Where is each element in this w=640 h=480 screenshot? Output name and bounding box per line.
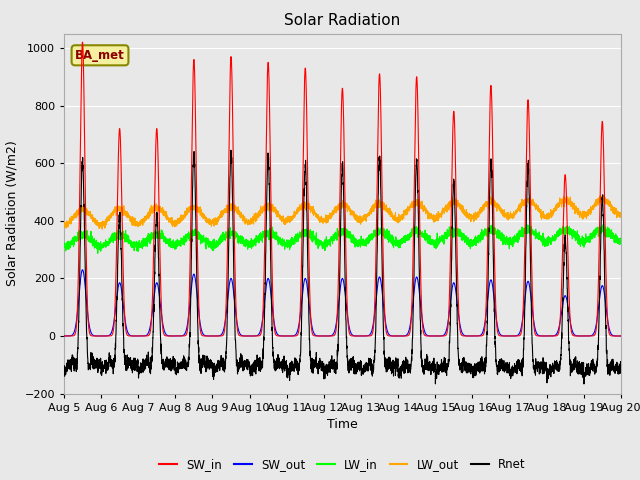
LW_out (499, 207, 507, 213)
LW_in (499, 235, 507, 240)
SW_out (161, 327, 168, 333)
LW_in (617, 239, 625, 244)
Y-axis label: Solar Radiation (W/m2): Solar Radiation (W/m2) (6, 141, 19, 287)
LW_out (616, 214, 624, 220)
LW_out (60, 222, 68, 228)
LW_out (99, 226, 106, 232)
Rnet (436, 367, 444, 373)
SW_in (617, 333, 625, 339)
Rnet (499, 364, 507, 370)
SW_out (436, 333, 444, 339)
SW_in (60, 333, 68, 339)
LW_out (322, 212, 330, 218)
LW_in (94, 251, 102, 256)
SW_in (616, 333, 624, 339)
SW_out (617, 333, 625, 339)
SW_out (322, 333, 330, 339)
LW_in (436, 239, 444, 245)
LW_in (467, 239, 475, 244)
LW_in (600, 221, 607, 227)
Rnet (160, 363, 168, 369)
Legend: SW_in, SW_out, LW_in, LW_out, Rnet: SW_in, SW_out, LW_in, LW_out, Rnet (154, 454, 531, 476)
LW_in (161, 236, 168, 242)
Rnet (580, 381, 588, 387)
Line: Rnet: Rnet (64, 150, 621, 384)
SW_out (543, 333, 550, 339)
LW_out (161, 212, 168, 218)
Rnet (467, 364, 475, 370)
SW_out (499, 333, 507, 339)
SW_in (436, 333, 444, 339)
Rnet (616, 361, 624, 367)
LW_in (322, 239, 330, 244)
X-axis label: Time: Time (327, 418, 358, 431)
LW_out (467, 216, 475, 221)
Rnet (322, 370, 330, 376)
Rnet (227, 147, 235, 153)
Line: SW_out: SW_out (64, 270, 621, 336)
Rnet (60, 366, 68, 372)
SW_in (161, 332, 168, 337)
Rnet (617, 366, 625, 372)
Line: LW_in: LW_in (64, 224, 621, 253)
SW_in (79, 39, 86, 45)
SW_in (499, 333, 507, 339)
Text: BA_met: BA_met (75, 49, 125, 62)
LW_out (599, 192, 607, 198)
Line: LW_out: LW_out (64, 195, 621, 229)
SW_out (79, 267, 86, 273)
LW_in (60, 243, 68, 249)
SW_out (616, 333, 624, 339)
Title: Solar Radiation: Solar Radiation (284, 13, 401, 28)
LW_in (616, 236, 624, 241)
SW_in (322, 333, 330, 339)
Line: SW_in: SW_in (64, 42, 621, 336)
LW_out (617, 213, 625, 219)
SW_out (60, 333, 68, 339)
SW_in (467, 333, 475, 339)
SW_out (467, 333, 475, 339)
LW_out (436, 211, 444, 217)
SW_in (543, 333, 550, 339)
